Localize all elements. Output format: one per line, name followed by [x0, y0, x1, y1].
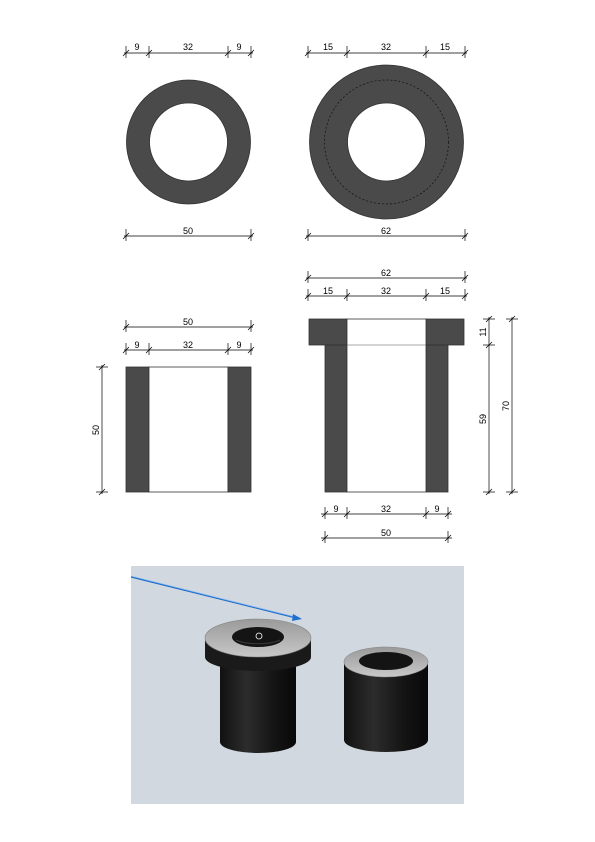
body-cylinder: [344, 662, 428, 752]
bore-gap: [148, 366, 229, 493]
dim-chain-split: [122, 343, 255, 355]
dim-label-flange-thickness: 11: [478, 327, 488, 336]
dim-chain-height: [96, 363, 108, 496]
body-outline-hidden: [324, 79, 449, 205]
dim-label-left-flange: 15: [323, 42, 333, 52]
dim-chain-bottom: [122, 229, 255, 241]
left-body-wall: [324, 344, 348, 493]
dim-label-total-length: 70: [501, 401, 511, 411]
dim-label-left-wall: 9: [134, 340, 139, 350]
top-left-ring-view: 9 32 9 50: [122, 42, 255, 241]
dim-chain-total: [506, 315, 518, 496]
dim-label-right-flange: 15: [440, 42, 450, 52]
section-left-view: 50 9 32 9 50: [91, 317, 255, 496]
dim-chain-overall: [304, 271, 469, 283]
bore-inner-highlight: [235, 639, 281, 645]
dim-chain-split-bottom: [321, 507, 452, 519]
pick-line: [130, 575, 302, 621]
dim-label-left-flange: 15: [323, 286, 333, 296]
section-right-view: 62 15 32 15 11: [304, 268, 518, 543]
dim-label-bore: 32: [381, 504, 391, 514]
bore-opening: [232, 627, 284, 647]
flanged-bushing-model[interactable]: [204, 618, 312, 753]
dim-label-right-flange: 15: [440, 286, 450, 296]
dim-label-bore: 32: [381, 286, 391, 296]
dim-label-flange-diameter: 62: [381, 226, 391, 236]
bore-opening: [359, 652, 413, 670]
right-wall-section: [227, 366, 252, 493]
dim-label-outer-diameter: 50: [183, 226, 193, 236]
dim-chain-bottom-overall: [321, 531, 452, 543]
right-body-wall: [425, 344, 449, 493]
dim-label-flange-width: 62: [381, 268, 391, 278]
dim-label-right-wall: 9: [236, 42, 241, 52]
dim-label-body-diameter: 50: [381, 528, 391, 538]
left-flange-section: [308, 318, 348, 346]
dim-label-bore: 32: [183, 340, 193, 350]
dim-chain-flange-body: [483, 315, 495, 496]
body-cylinder: [220, 662, 296, 753]
dim-label-right-wall: 9: [434, 504, 439, 514]
dim-label-left-wall: 9: [333, 504, 338, 514]
dim-chain-top: [304, 46, 469, 58]
dim-chain-top: [122, 46, 255, 58]
dim-chain-bottom: [304, 229, 469, 241]
dim-label-body-length: 59: [478, 414, 488, 424]
dim-chain-split-top: [304, 289, 469, 301]
bore-gap: [346, 318, 427, 493]
dim-label-height: 50: [91, 425, 101, 435]
dim-label-bore: 32: [183, 42, 193, 52]
dim-label-right-wall: 9: [236, 340, 241, 350]
plain-bushing-model[interactable]: [343, 646, 429, 752]
top-right-ring-view: 15 32 15 62: [304, 42, 469, 241]
pick-arrow-icon: [292, 614, 302, 621]
right-flange-section: [425, 318, 465, 346]
flange-bore: [347, 102, 426, 182]
dim-chain-overall: [122, 320, 255, 332]
dim-label-bore: 32: [381, 42, 391, 52]
dim-label-overall-width: 50: [183, 317, 193, 327]
dim-label-left-wall: 9: [134, 42, 139, 52]
left-wall-section: [125, 366, 150, 493]
ring-bore: [149, 102, 228, 182]
render-viewport[interactable]: [130, 566, 464, 804]
center-marker-icon: [255, 632, 263, 640]
